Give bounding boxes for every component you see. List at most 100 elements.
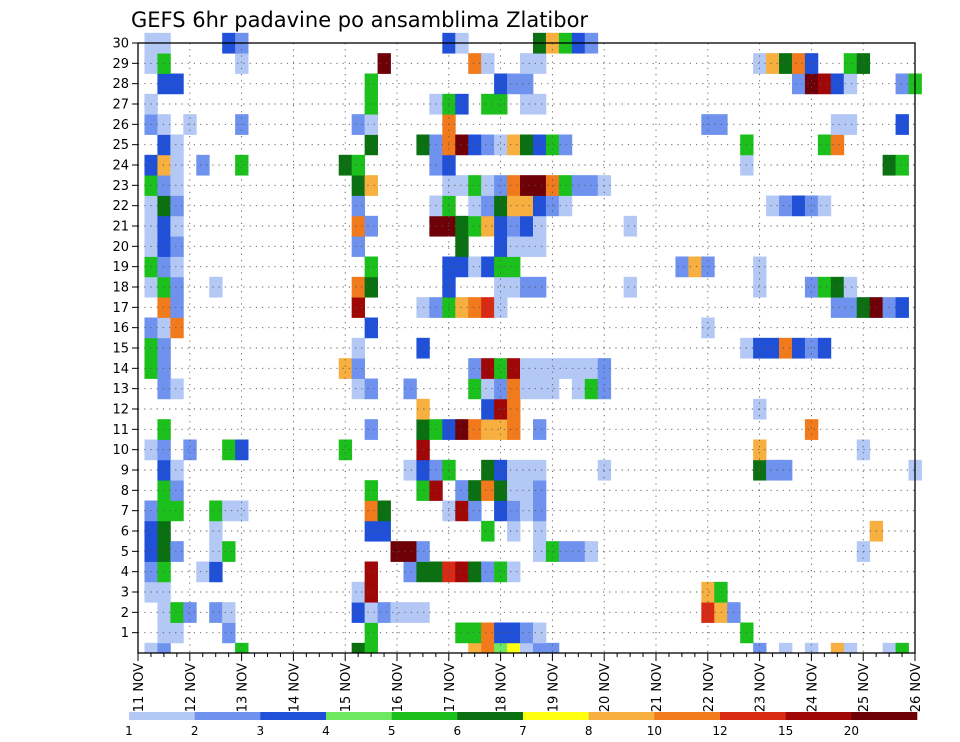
x-tick-label: 18 NOV (495, 663, 510, 712)
precip-cell (235, 154, 249, 176)
precip-cell (520, 480, 534, 501)
y-tick-label: 3 (121, 586, 129, 601)
precip-cell (494, 561, 508, 583)
precip-cell (235, 500, 249, 522)
precip-cell (623, 276, 637, 298)
precip-cell (494, 297, 508, 318)
precip-cell (520, 642, 534, 654)
precip-cell (507, 561, 521, 583)
precip-cell (364, 93, 378, 115)
precip-cell (688, 256, 702, 278)
precip-cell (558, 175, 573, 196)
precip-cell (157, 236, 171, 257)
x-axis: 11 NOV 12 NOV 13 NOV 14 NOV 15 NOV 16 NOV 17 N… (132, 653, 924, 712)
precip-cell (494, 419, 508, 440)
colorbar-swatch (260, 712, 327, 720)
precip-cell (157, 256, 171, 278)
precip-cell (507, 276, 521, 298)
precip-cell (468, 358, 482, 379)
precip-cell (843, 73, 858, 95)
precip-cell (532, 480, 547, 501)
precip-cell (740, 622, 754, 644)
precip-cell (843, 297, 858, 318)
precip-cell (817, 195, 832, 217)
colorbar-swatch (457, 712, 524, 720)
precip-cell (196, 561, 210, 583)
precip-cell (403, 541, 417, 562)
precip-cell (740, 134, 754, 156)
precip-cell (817, 276, 832, 298)
precip-cell (416, 480, 430, 501)
precip-cell (468, 175, 482, 196)
precip-cell (740, 154, 754, 176)
precip-cell (157, 439, 171, 461)
precip-cell (830, 114, 845, 135)
precip-cell (766, 53, 780, 74)
colorbar-tick-label: 8 (585, 724, 593, 738)
precip-cell (351, 276, 366, 298)
y-tick-label: 1 (121, 626, 129, 641)
precip-cell (351, 337, 366, 359)
precip-cell (455, 561, 469, 583)
precip-cell (507, 642, 521, 654)
y-tick-label: 7 (121, 504, 129, 519)
precip-cell (856, 439, 871, 461)
precip-cell (494, 236, 508, 257)
precip-cell (701, 602, 715, 623)
precip-cell (494, 93, 508, 115)
precip-cell (416, 561, 430, 583)
precip-cell (351, 581, 366, 603)
y-tick-label: 16 (112, 321, 129, 336)
precip-cell (170, 154, 184, 176)
precip-cell (520, 195, 534, 217)
precip-cell (209, 561, 223, 583)
y-tick-label: 9 (121, 464, 129, 479)
precip-cell (520, 134, 534, 156)
precip-cell (364, 276, 378, 298)
precip-cell (507, 73, 521, 95)
precip-cell (170, 500, 184, 522)
y-tick-label: 18 (112, 281, 129, 296)
precip-cell (170, 236, 184, 257)
precip-cell (170, 480, 184, 501)
precip-cell (351, 215, 366, 237)
precip-cell (494, 358, 508, 379)
precip-cell (235, 439, 249, 461)
precip-cell (468, 256, 482, 278)
precip-cell (403, 561, 417, 583)
precip-cell (675, 256, 689, 278)
precip-cell (351, 175, 366, 196)
precip-cell (481, 358, 495, 379)
precip-cell (364, 561, 378, 583)
precip-cell (468, 134, 482, 156)
precip-cell (804, 337, 819, 359)
y-tick-label: 5 (121, 545, 129, 560)
precip-cell (351, 358, 366, 379)
precip-cell (701, 581, 715, 603)
precip-cell (351, 602, 366, 623)
precip-cell (507, 459, 521, 481)
precip-cell (338, 358, 353, 379)
colorbar-swatch (194, 712, 261, 720)
precip-cell (779, 195, 793, 217)
precip-cell (468, 297, 482, 318)
precip-cell (364, 602, 378, 623)
precip-cell (364, 520, 378, 542)
precip-cell (481, 622, 495, 644)
precip-cell (766, 195, 780, 217)
precip-cell (481, 419, 495, 440)
precip-cell (351, 642, 366, 654)
precip-cell (416, 459, 430, 481)
precip-cell (532, 642, 547, 654)
x-tick-label: 23 NOV (754, 663, 769, 712)
precip-cell (558, 134, 573, 156)
precip-cell (455, 215, 469, 237)
precip-cell (507, 500, 521, 522)
precip-cell (377, 520, 391, 542)
colorbar-swatch (588, 712, 655, 720)
precip-cell (416, 398, 430, 420)
precip-cell (791, 53, 806, 74)
precip-cell (791, 337, 806, 359)
precip-cell (843, 276, 858, 298)
y-tick-label: 29 (112, 57, 129, 72)
